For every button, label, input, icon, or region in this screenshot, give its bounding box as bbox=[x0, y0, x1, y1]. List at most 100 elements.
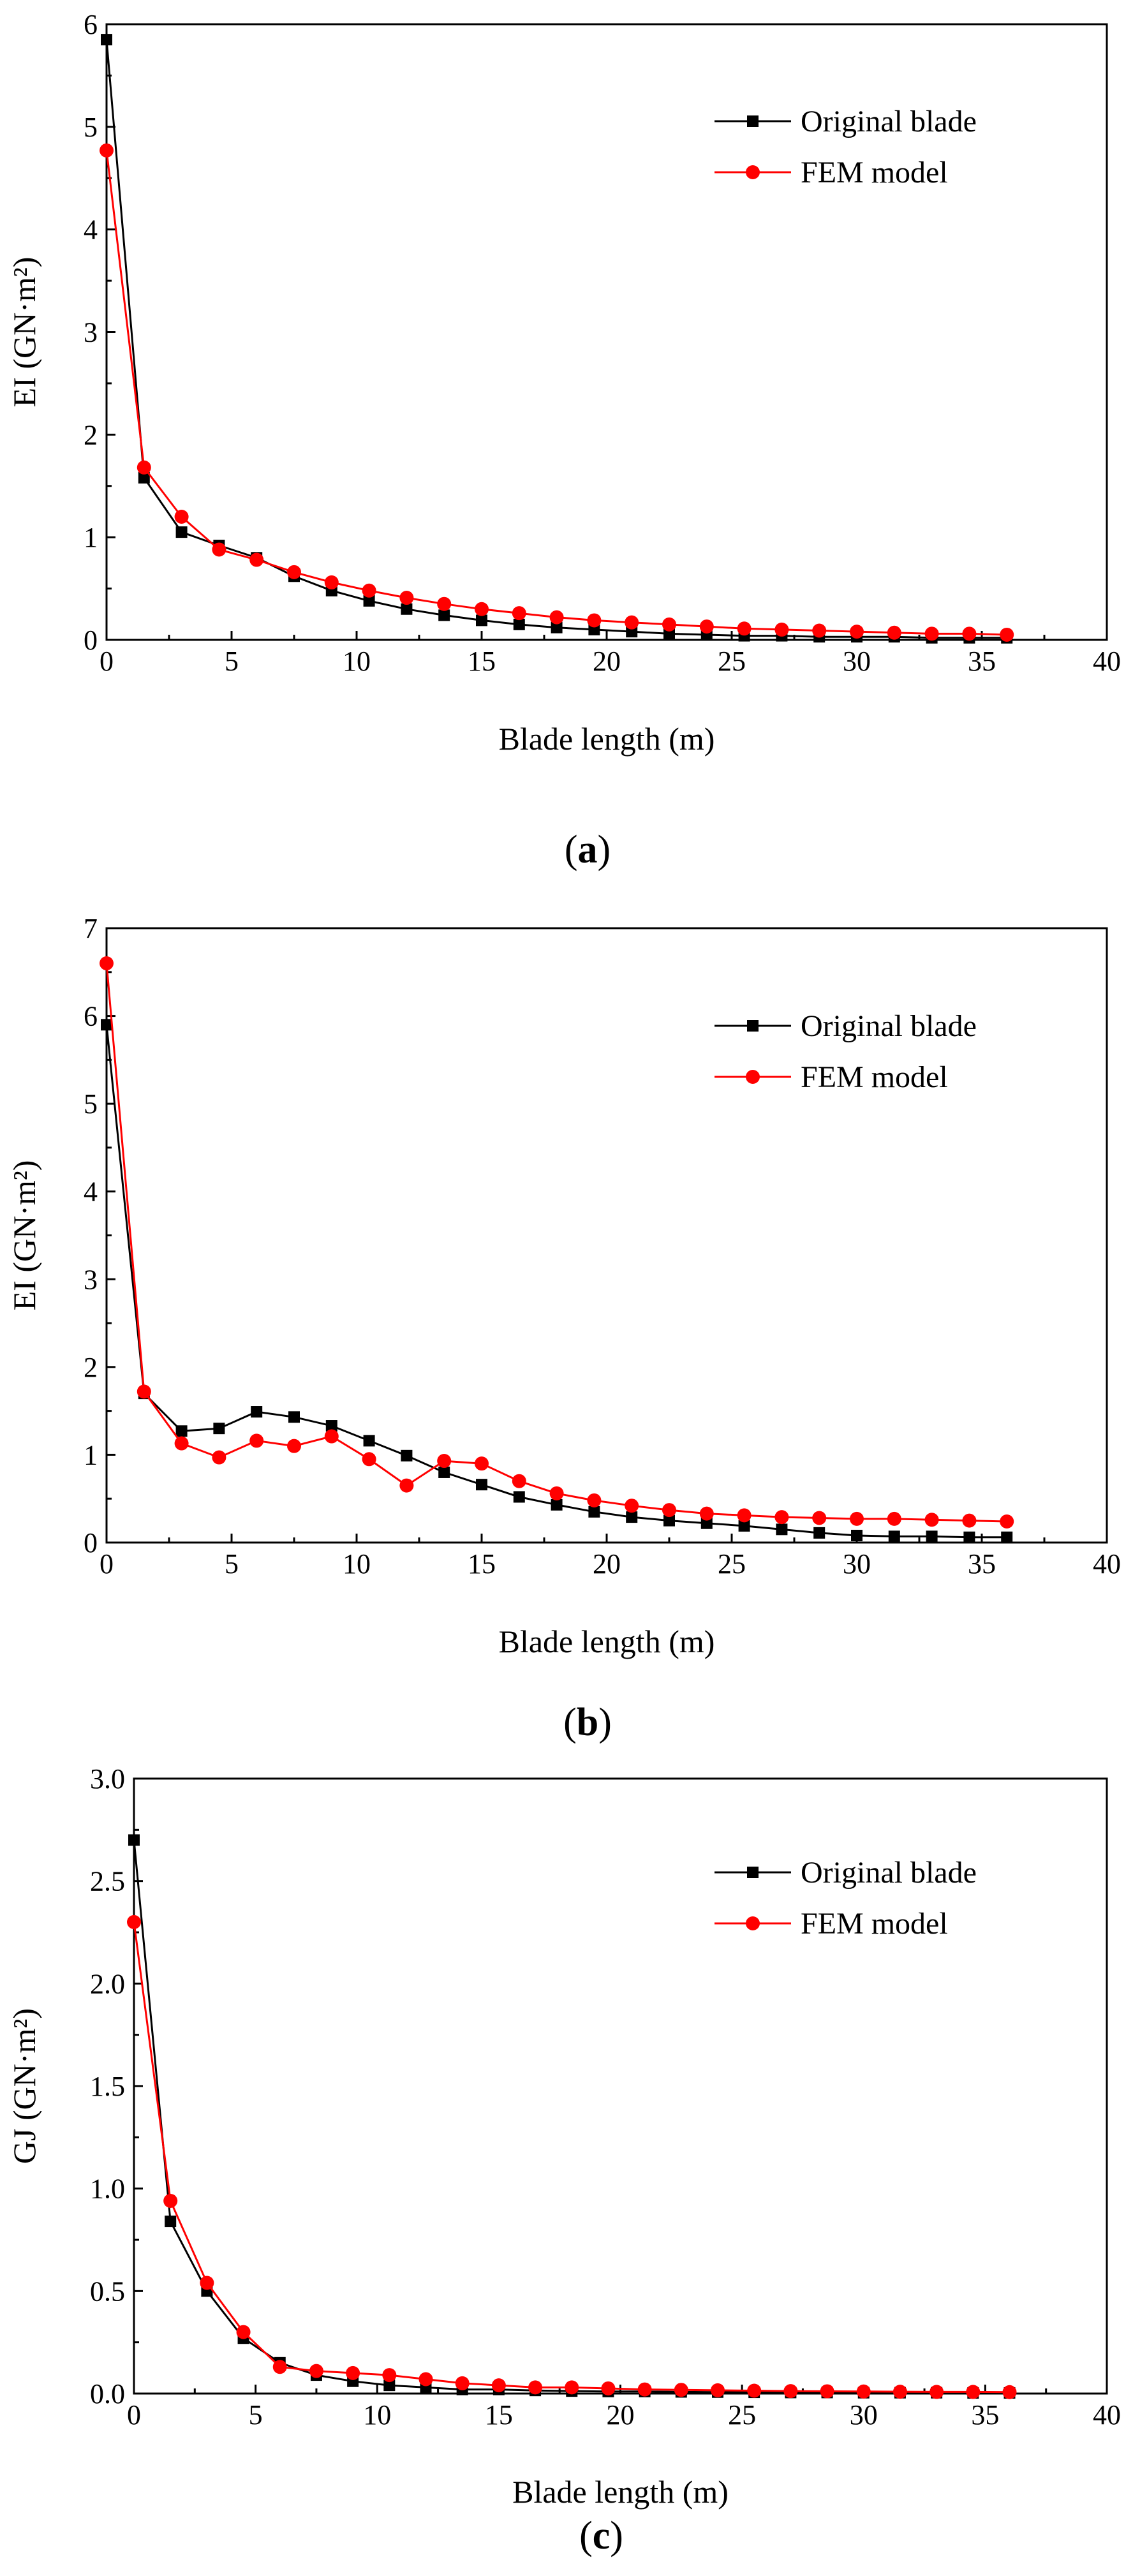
x-tick-label: 25 bbox=[728, 2399, 756, 2431]
legend-label: FEM model bbox=[801, 1060, 948, 1094]
x-tick-label: 40 bbox=[1093, 1548, 1121, 1580]
data-point bbox=[551, 621, 563, 633]
x-tick-label: 40 bbox=[1093, 646, 1121, 677]
data-point bbox=[625, 615, 639, 630]
x-tick-label: 5 bbox=[249, 2399, 263, 2431]
data-point bbox=[475, 1456, 489, 1471]
data-point bbox=[783, 2384, 798, 2399]
x-tick-label: 10 bbox=[343, 1548, 371, 1580]
legend-label: Original blade bbox=[801, 1009, 977, 1043]
x-tick-label: 0 bbox=[100, 646, 114, 677]
data-point bbox=[272, 2360, 287, 2374]
data-point bbox=[363, 595, 375, 607]
x-tick-label: 35 bbox=[971, 2399, 999, 2431]
y-tick-label: 2.0 bbox=[90, 1968, 125, 1999]
data-point bbox=[738, 1520, 750, 1532]
data-point bbox=[812, 1511, 827, 1525]
data-point bbox=[128, 1834, 140, 1846]
data-point bbox=[399, 1478, 414, 1493]
data-point bbox=[962, 1513, 977, 1528]
data-point bbox=[699, 619, 714, 634]
y-tick-label: 5 bbox=[84, 1088, 98, 1120]
data-point bbox=[513, 618, 525, 630]
y-axis-label: EI (GN·m²) bbox=[6, 1160, 42, 1311]
data-point bbox=[1001, 1531, 1013, 1543]
data-point bbox=[249, 552, 264, 567]
x-tick-label: 15 bbox=[485, 2399, 513, 2431]
x-tick-label: 30 bbox=[850, 2399, 878, 2431]
x-tick-label: 25 bbox=[718, 646, 746, 677]
series-line bbox=[133, 1921, 1010, 2394]
data-point bbox=[165, 2216, 177, 2228]
y-tick-label: 4 bbox=[84, 1176, 98, 1208]
y-tick-label: 3 bbox=[84, 317, 98, 348]
series-fem-model bbox=[100, 956, 1014, 1529]
data-point bbox=[100, 956, 114, 971]
data-point bbox=[737, 1508, 752, 1523]
legend-marker bbox=[747, 1020, 759, 1032]
data-point bbox=[1002, 2385, 1017, 2399]
chart-panel-a: 0 5 10 15 20 25 30 35 40 0 1 2 3 4 5 6 Blade length (m) E… bbox=[6, 9, 1121, 871]
data-point bbox=[437, 1454, 452, 1469]
data-point bbox=[637, 2382, 652, 2397]
data-point bbox=[325, 1420, 337, 1432]
x-tick-label: 0 bbox=[127, 2399, 141, 2431]
data-point bbox=[851, 1529, 863, 1541]
data-point bbox=[776, 1523, 788, 1536]
y-tick-label: 3 bbox=[84, 1264, 98, 1295]
data-point bbox=[383, 2380, 396, 2392]
y-axis-label: GJ (GN·m²) bbox=[6, 2008, 42, 2164]
y-tick-label: 4 bbox=[84, 214, 98, 246]
x-axis-label: Blade length (m) bbox=[512, 2474, 729, 2510]
data-point bbox=[251, 1406, 263, 1418]
data-point bbox=[287, 565, 301, 579]
data-point bbox=[288, 1411, 300, 1423]
legend-label: Original blade bbox=[801, 1856, 977, 1890]
data-point bbox=[174, 510, 189, 524]
x-tick-label: 35 bbox=[968, 1548, 996, 1580]
data-point bbox=[455, 2376, 470, 2390]
x-tick-label: 15 bbox=[468, 1548, 496, 1580]
legend-marker bbox=[746, 165, 760, 179]
data-point bbox=[200, 2276, 214, 2290]
data-point bbox=[175, 1425, 188, 1437]
data-point bbox=[700, 1517, 713, 1529]
data-point bbox=[812, 623, 827, 638]
series-line bbox=[105, 1025, 1007, 1539]
data-point bbox=[418, 2372, 433, 2387]
data-point bbox=[888, 1530, 900, 1543]
data-point bbox=[549, 610, 564, 625]
data-point bbox=[887, 1511, 901, 1526]
y-tick-label: 2 bbox=[84, 419, 98, 450]
data-point bbox=[1000, 627, 1014, 642]
data-point bbox=[309, 2364, 323, 2378]
data-point bbox=[175, 526, 188, 538]
data-point bbox=[212, 1450, 226, 1465]
data-point bbox=[626, 1511, 638, 1523]
y-tick-label: 6 bbox=[84, 9, 98, 40]
data-point bbox=[551, 1499, 563, 1511]
data-point bbox=[362, 1452, 376, 1467]
data-point bbox=[711, 2383, 725, 2397]
data-point bbox=[512, 606, 526, 621]
legend-label: FEM model bbox=[801, 156, 948, 189]
legend-label: Original blade bbox=[801, 105, 977, 138]
data-point bbox=[213, 1423, 225, 1435]
y-tick-label: 1.5 bbox=[90, 2071, 125, 2102]
data-point bbox=[475, 602, 489, 616]
data-point bbox=[662, 617, 676, 632]
data-point bbox=[287, 1439, 301, 1453]
series-original-blade bbox=[101, 1019, 1013, 1543]
y-tick-label: 0 bbox=[84, 1527, 98, 1558]
panel-caption: (a) bbox=[565, 828, 611, 871]
x-tick-label: 20 bbox=[607, 2399, 635, 2431]
data-point bbox=[324, 1429, 339, 1444]
y-tick-label: 6 bbox=[84, 1001, 98, 1032]
data-point bbox=[236, 2325, 251, 2339]
series-fem-model bbox=[127, 1914, 1017, 2399]
data-point bbox=[963, 1531, 975, 1543]
data-point bbox=[100, 143, 114, 158]
data-point bbox=[774, 1510, 789, 1525]
data-point bbox=[163, 2193, 178, 2208]
x-tick-label: 35 bbox=[968, 646, 996, 677]
